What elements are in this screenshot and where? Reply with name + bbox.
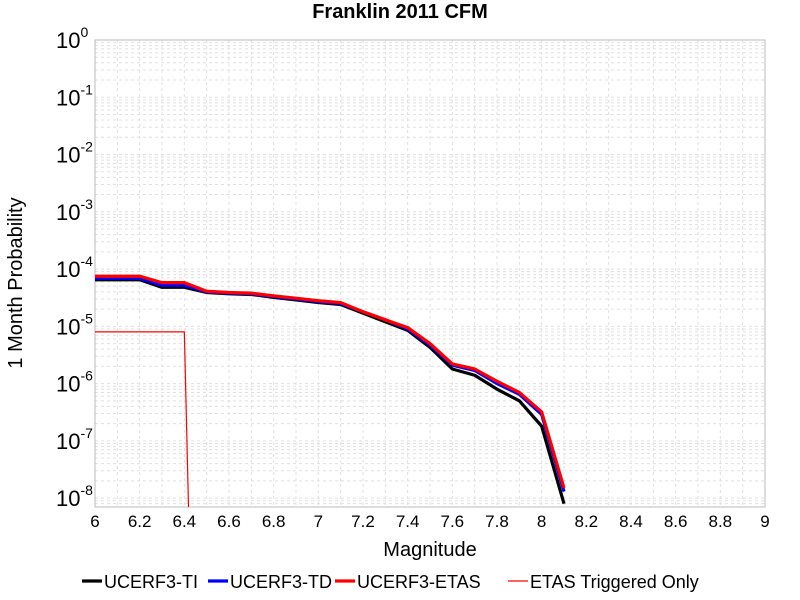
y-tick-label: 10-1 [56, 81, 93, 110]
x-tick-label: 6.4 [173, 512, 197, 531]
x-axis-ticks: 6 6.2 6.4 6.6 6.8 7 7.2 7.4 7.6 7.8 8 8.2 8.4 8.6 8.8 9 [90, 512, 769, 531]
x-tick-label: 8.8 [709, 512, 733, 531]
legend-label: UCERF3-TD [230, 572, 332, 592]
x-tick-label: 7.2 [351, 512, 375, 531]
x-tick-label: 8.6 [664, 512, 688, 531]
grid [94, 39, 766, 508]
x-tick-label: 8 [537, 512, 546, 531]
y-tick-label: 10-5 [56, 310, 93, 339]
series-line-ucerf3-ti [95, 278, 566, 505]
y-tick-label: 10-8 [56, 482, 93, 511]
x-tick-label: 7 [314, 512, 323, 531]
y-tick-label: 100 [56, 24, 88, 53]
y-axis-label: 1 Month Probability [5, 197, 27, 368]
y-tick-label: 10-6 [56, 368, 93, 397]
series-line-etas-triggered-only [95, 331, 190, 507]
x-tick-label: 8.2 [575, 512, 599, 531]
series-line-ucerf3-etas [95, 274, 566, 489]
legend-label: UCERF3-ETAS [357, 572, 481, 592]
series-layer [95, 274, 566, 507]
x-tick-label: 6.2 [128, 512, 152, 531]
x-tick-label: 9 [760, 512, 769, 531]
x-axis-label: Magnitude [383, 539, 476, 561]
x-tick-label: 6.6 [217, 512, 241, 531]
legend-label: UCERF3-TI [104, 572, 198, 592]
x-tick-label: 7.6 [441, 512, 465, 531]
x-tick-label: 6.8 [262, 512, 286, 531]
x-tick-label: 6 [90, 512, 99, 531]
x-tick-label: 7.4 [396, 512, 420, 531]
y-tick-label: 10-3 [56, 196, 93, 225]
series-line-ucerf3-td [95, 276, 566, 493]
x-tick-label: 7.8 [485, 512, 509, 531]
legend: UCERF3-TI UCERF3-TD UCERF3-ETAS ETAS Trigge… [82, 572, 699, 592]
y-tick-label: 10-4 [56, 253, 93, 282]
plot-area [94, 39, 766, 508]
legend-label: ETAS Triggered Only [530, 572, 699, 592]
x-tick-label: 8.4 [619, 512, 643, 531]
chart-title: Franklin 2011 CFM [312, 1, 488, 23]
y-tick-label: 10-2 [56, 139, 93, 168]
y-tick-label: 10-7 [56, 425, 93, 454]
y-axis-ticks: 100 10-1 10-2 10-3 10-4 10-5 10-6 10-7 10-8 [56, 24, 93, 511]
